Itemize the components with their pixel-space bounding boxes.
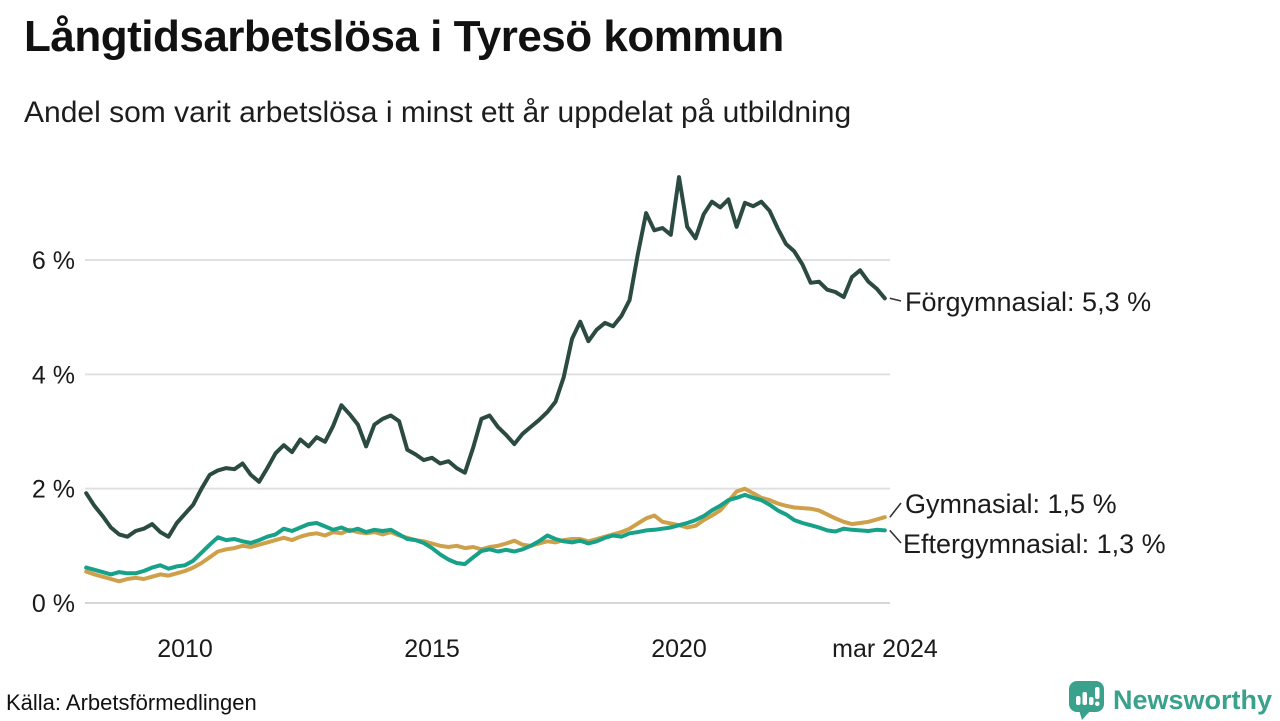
series-label-gymnasial: Gymnasial: 1,5 %: [905, 489, 1117, 519]
brand-name: Newsworthy: [1112, 684, 1272, 715]
label-leader: [889, 529, 902, 544]
series-line-eftergymnasial: [84, 492, 887, 577]
x-tick-label: 2015: [404, 635, 460, 663]
x-tick-label: 2010: [157, 635, 213, 663]
source-note: Källa: Arbetsförmedlingen: [6, 690, 257, 715]
page-subtitle: Andel som varit arbetslösa i minst ett å…: [24, 96, 852, 129]
series-label-forgymnasial: Förgymnasial: 5,3 %: [905, 287, 1152, 317]
y-tick-label: 2 %: [32, 476, 75, 504]
label-leader: [889, 297, 902, 302]
series-line-förgymnasial: [84, 175, 887, 539]
y-tick-label: 6 %: [32, 247, 75, 275]
y-tick-label: 4 %: [32, 361, 75, 389]
y-tick-label: 0 %: [32, 590, 75, 618]
label-leader: [889, 502, 902, 518]
newsworthy-icon: [1068, 679, 1106, 721]
brand-logo[interactable]: Newsworthy: [1068, 679, 1272, 721]
page-title: Långtidsarbetslösa i Tyresö kommun: [24, 12, 784, 61]
x-tick-label: 2020: [651, 635, 707, 663]
x-tick-label: mar 2024: [832, 635, 938, 663]
series-label-eftergymnasial: Eftergymnasial: 1,3 %: [903, 529, 1166, 559]
